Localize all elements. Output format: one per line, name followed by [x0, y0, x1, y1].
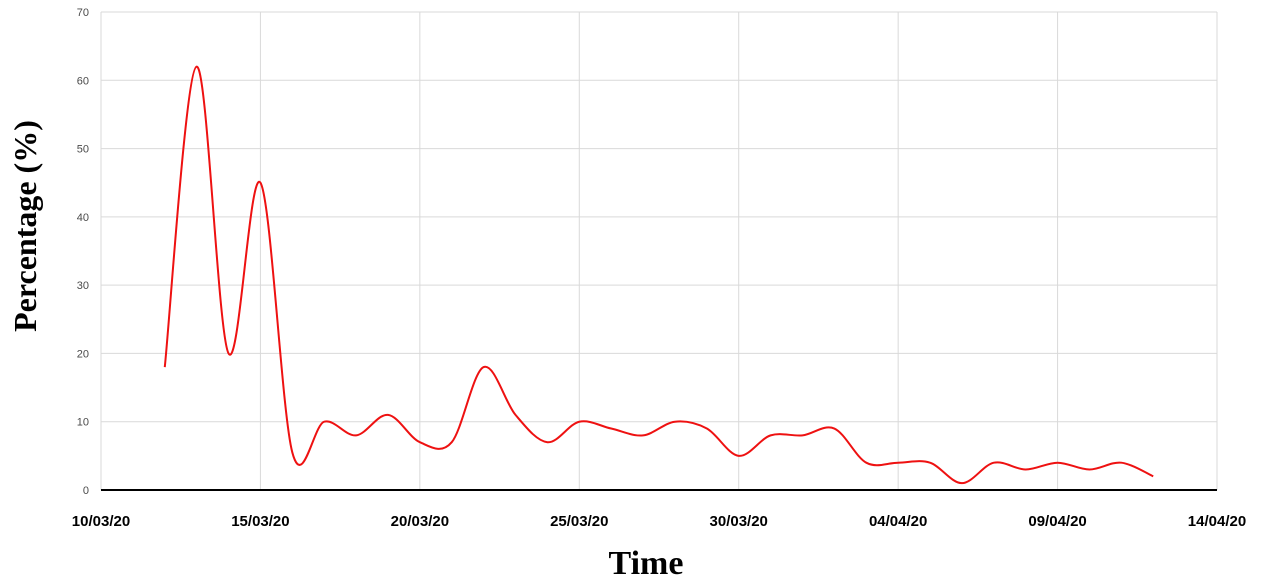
y-tick-label: 40	[77, 212, 89, 224]
x-tick-label: 14/04/20	[1188, 513, 1246, 530]
y-tick-labels: 0 10 20 30 40 50 60 70	[77, 7, 89, 497]
x-tick-label: 10/03/20	[72, 513, 130, 530]
series-lines	[163, 65, 1154, 485]
x-axis-title: Time	[609, 545, 684, 580]
y-tick-label: 50	[77, 144, 89, 156]
y-axis-title: Percentage (%)	[7, 120, 43, 332]
y-tick-label: 30	[77, 280, 89, 292]
x-tick-label: 09/04/20	[1028, 513, 1086, 530]
x-tick-label: 04/04/20	[869, 513, 927, 530]
series-line	[163, 65, 1154, 485]
x-tick-label: 20/03/20	[391, 513, 449, 530]
x-gridlines	[100, 12, 1218, 490]
y-tick-label: 10	[77, 417, 89, 429]
y-tick-label: 0	[83, 485, 89, 497]
x-tick-label: 15/03/20	[231, 513, 289, 530]
y-tick-label: 20	[77, 348, 89, 360]
y-gridlines	[101, 11, 1217, 423]
x-tick-label: 25/03/20	[550, 513, 608, 530]
y-tick-label: 60	[77, 75, 89, 87]
y-tick-label: 70	[77, 7, 89, 19]
x-tick-label: 30/03/20	[710, 513, 768, 530]
x-tick-labels: 10/03/20 15/03/20 20/03/20 25/03/20 30/03/20…	[72, 513, 1246, 530]
